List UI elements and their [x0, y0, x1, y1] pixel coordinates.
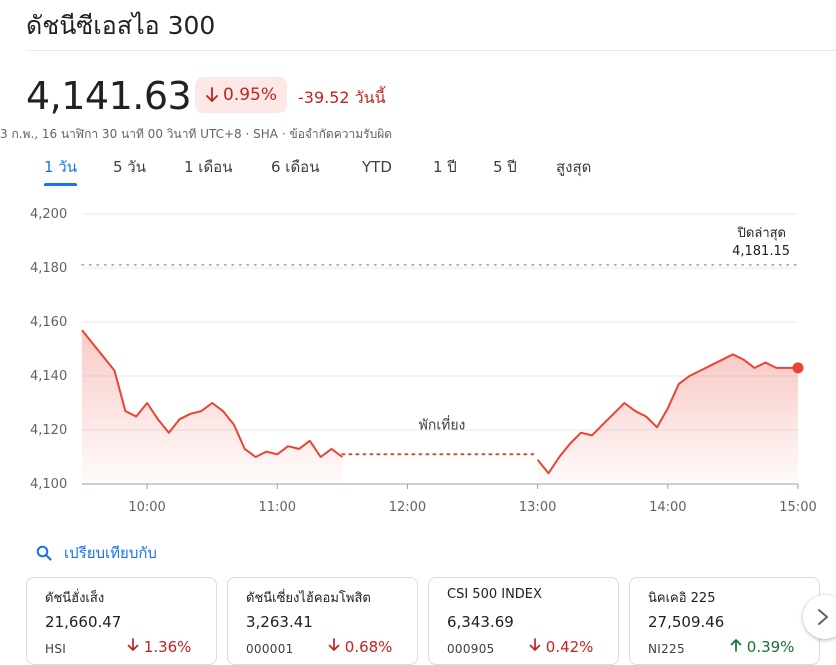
disclaimer-link[interactable]: ข้อจำกัดความรับผิด: [289, 127, 393, 141]
compare-card-ni225[interactable]: นิคเคอิ 225 27,509.46 NI225 0.39%: [629, 577, 820, 665]
series-line: [536, 353, 798, 475]
meta-separator: ·: [245, 127, 250, 141]
card-name: ดัชนีฮั่งเส็ง: [45, 591, 105, 606]
meta-separator: ·: [281, 127, 286, 141]
price-chart[interactable]: 4,100 4,120 4,140 4,160 4,180 4,200 10:00 11:00…: [0, 196, 836, 526]
current-price: 4,141.63: [26, 74, 192, 118]
compare-card-000001[interactable]: ดัชนีเซี่ยงไฮ้คอมโพสิต 3,263.41 000001 0…: [227, 577, 418, 665]
x-tick-label: 15:00: [779, 500, 816, 515]
card-value: 6,343.69: [447, 613, 514, 631]
percent-change-value: 0.95%: [223, 85, 278, 105]
card-change-value: 0.42%: [545, 638, 594, 656]
previous-close-label: ปิดล่าสุด: [737, 226, 786, 241]
previous-close-value: 4,181.15: [732, 244, 790, 259]
x-tick-label: 10:00: [128, 500, 165, 515]
compare-with[interactable]: เปรียบเทียบกับ: [36, 541, 157, 565]
tab-1-day[interactable]: 1 วัน: [44, 156, 77, 190]
compare-card-hsi[interactable]: ดัชนีฮั่งเส็ง 21,660.47 HSI 1.36%: [26, 577, 217, 665]
arrow-down-icon: [529, 638, 541, 651]
change-today: -39.52 วันนี้: [298, 88, 386, 107]
title-divider: [26, 50, 836, 51]
compare-card-000905[interactable]: CSI 500 INDEX 6,343.69 000905 0.42%: [428, 577, 619, 665]
card-change: 1.36%: [127, 638, 191, 656]
y-tick-label: 4,160: [30, 315, 67, 330]
card-name: CSI 500 INDEX: [447, 587, 542, 602]
card-name: ดัชนีเซี่ยงไฮ้คอมโพสิต: [246, 591, 371, 606]
tab-1-month[interactable]: 1 เดือน: [184, 158, 233, 176]
page-title: ดัชนีซีเอสไอ 300: [26, 11, 216, 40]
tab-5-days[interactable]: 5 วัน: [113, 158, 146, 176]
card-change: 0.42%: [529, 638, 593, 656]
tab-5-years[interactable]: 5 ปี: [493, 158, 517, 176]
x-tick-label: 13:00: [519, 500, 556, 515]
card-change-value: 0.68%: [344, 638, 393, 656]
card-value: 3,263.41: [246, 613, 313, 631]
y-tick-label: 4,140: [30, 369, 67, 384]
y-tick-label: 4,120: [30, 423, 67, 438]
y-tick-label: 4,200: [30, 207, 67, 222]
chevron-right-icon: [818, 609, 828, 625]
compare-label: เปรียบเทียบกับ: [64, 544, 157, 562]
card-symbol: NI225: [648, 642, 685, 656]
carousel-next-button[interactable]: [803, 595, 836, 639]
arrow-down-icon: [127, 638, 139, 651]
card-value: 27,509.46: [648, 613, 725, 631]
tab-ytd[interactable]: YTD: [362, 158, 392, 176]
price-meta: 3 ก.พ., 16 นาฬิกา 30 นาที 00 วินาที UTC+…: [0, 125, 392, 144]
card-name: นิคเคอิ 225: [648, 591, 716, 606]
x-tick-label: 11:00: [259, 500, 296, 515]
search-icon: [36, 545, 52, 561]
y-tick-label: 4,180: [30, 261, 67, 276]
card-change-value: 1.36%: [143, 638, 192, 656]
percent-change-badge: 0.95%: [195, 77, 288, 113]
arrow-down-icon: [328, 638, 340, 651]
meta-exchange: SHA: [253, 127, 278, 141]
series-area: [537, 354, 798, 484]
x-tick-label: 12:00: [389, 500, 426, 515]
tab-max[interactable]: สูงสุด: [556, 158, 592, 176]
y-tick-label: 4,100: [30, 477, 67, 492]
series-line: [81, 329, 343, 458]
arrow-down-icon: [206, 87, 218, 102]
lunch-break-label: พักเที่ยง: [419, 415, 466, 433]
card-value: 21,660.47: [45, 613, 122, 631]
meta-datetime: 3 ก.พ., 16 นาฬิกา 30 นาที 00 วินาที UTC+…: [0, 127, 242, 141]
card-symbol: 000905: [447, 642, 495, 656]
card-change-value: 0.39%: [746, 638, 795, 656]
tab-1-year[interactable]: 1 ปี: [433, 158, 457, 176]
x-tick-label: 14:00: [649, 500, 686, 515]
last-price-dot: [792, 362, 804, 374]
tab-6-months[interactable]: 6 เดือน: [271, 158, 320, 176]
arrow-up-icon: [730, 639, 742, 652]
card-symbol: 000001: [246, 642, 294, 656]
card-symbol: HSI: [45, 642, 67, 656]
card-change: 0.39%: [730, 638, 794, 656]
series-area: [82, 330, 343, 484]
card-change: 0.68%: [328, 638, 392, 656]
